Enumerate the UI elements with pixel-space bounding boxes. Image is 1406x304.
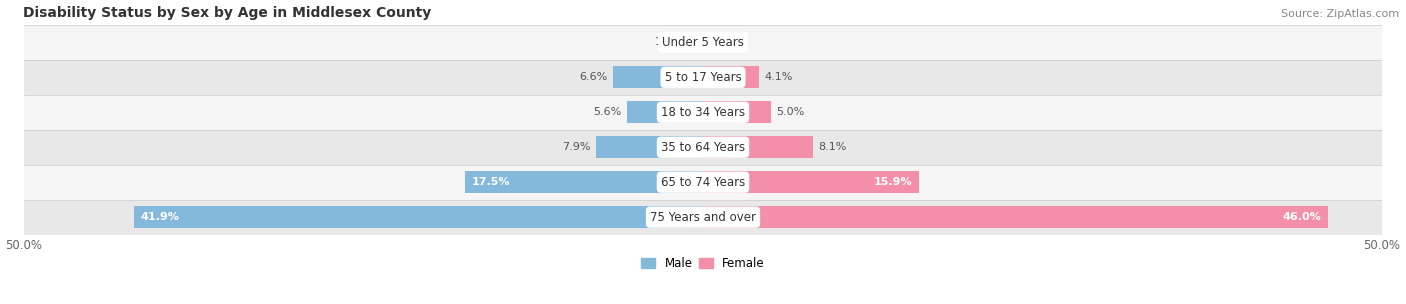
Text: 0.23%: 0.23% <box>711 37 747 47</box>
Bar <box>24 165 1382 200</box>
Text: 7.9%: 7.9% <box>562 142 591 152</box>
Text: 8.1%: 8.1% <box>818 142 846 152</box>
Text: Disability Status by Sex by Age in Middlesex County: Disability Status by Sex by Age in Middl… <box>22 5 432 19</box>
Text: 17.5%: 17.5% <box>472 177 510 187</box>
Bar <box>596 136 703 158</box>
Bar <box>134 206 703 228</box>
Text: 6.6%: 6.6% <box>579 72 607 82</box>
Text: Under 5 Years: Under 5 Years <box>662 36 744 49</box>
Legend: Male, Female: Male, Female <box>637 252 769 275</box>
Bar <box>24 130 1382 165</box>
Bar <box>703 171 920 193</box>
Bar <box>703 206 1327 228</box>
Bar <box>613 67 703 88</box>
Text: Source: ZipAtlas.com: Source: ZipAtlas.com <box>1281 9 1399 19</box>
Bar <box>703 136 813 158</box>
Bar <box>627 102 703 123</box>
Text: 4.1%: 4.1% <box>763 72 793 82</box>
Bar <box>465 171 703 193</box>
Text: 1.1%: 1.1% <box>654 37 683 47</box>
Text: 65 to 74 Years: 65 to 74 Years <box>661 176 745 189</box>
Text: 18 to 34 Years: 18 to 34 Years <box>661 106 745 119</box>
Bar <box>24 200 1382 235</box>
Text: 5 to 17 Years: 5 to 17 Years <box>665 71 741 84</box>
Text: 75 Years and over: 75 Years and over <box>650 211 756 224</box>
Text: 41.9%: 41.9% <box>141 212 180 222</box>
Bar <box>24 60 1382 95</box>
Text: 5.0%: 5.0% <box>776 107 804 117</box>
Bar <box>703 67 759 88</box>
Bar <box>688 32 703 53</box>
Bar <box>24 25 1382 60</box>
Text: 15.9%: 15.9% <box>873 177 912 187</box>
Bar <box>24 95 1382 130</box>
Text: 5.6%: 5.6% <box>593 107 621 117</box>
Bar <box>703 32 706 53</box>
Bar <box>703 102 770 123</box>
Text: 46.0%: 46.0% <box>1282 212 1320 222</box>
Text: 35 to 64 Years: 35 to 64 Years <box>661 141 745 154</box>
